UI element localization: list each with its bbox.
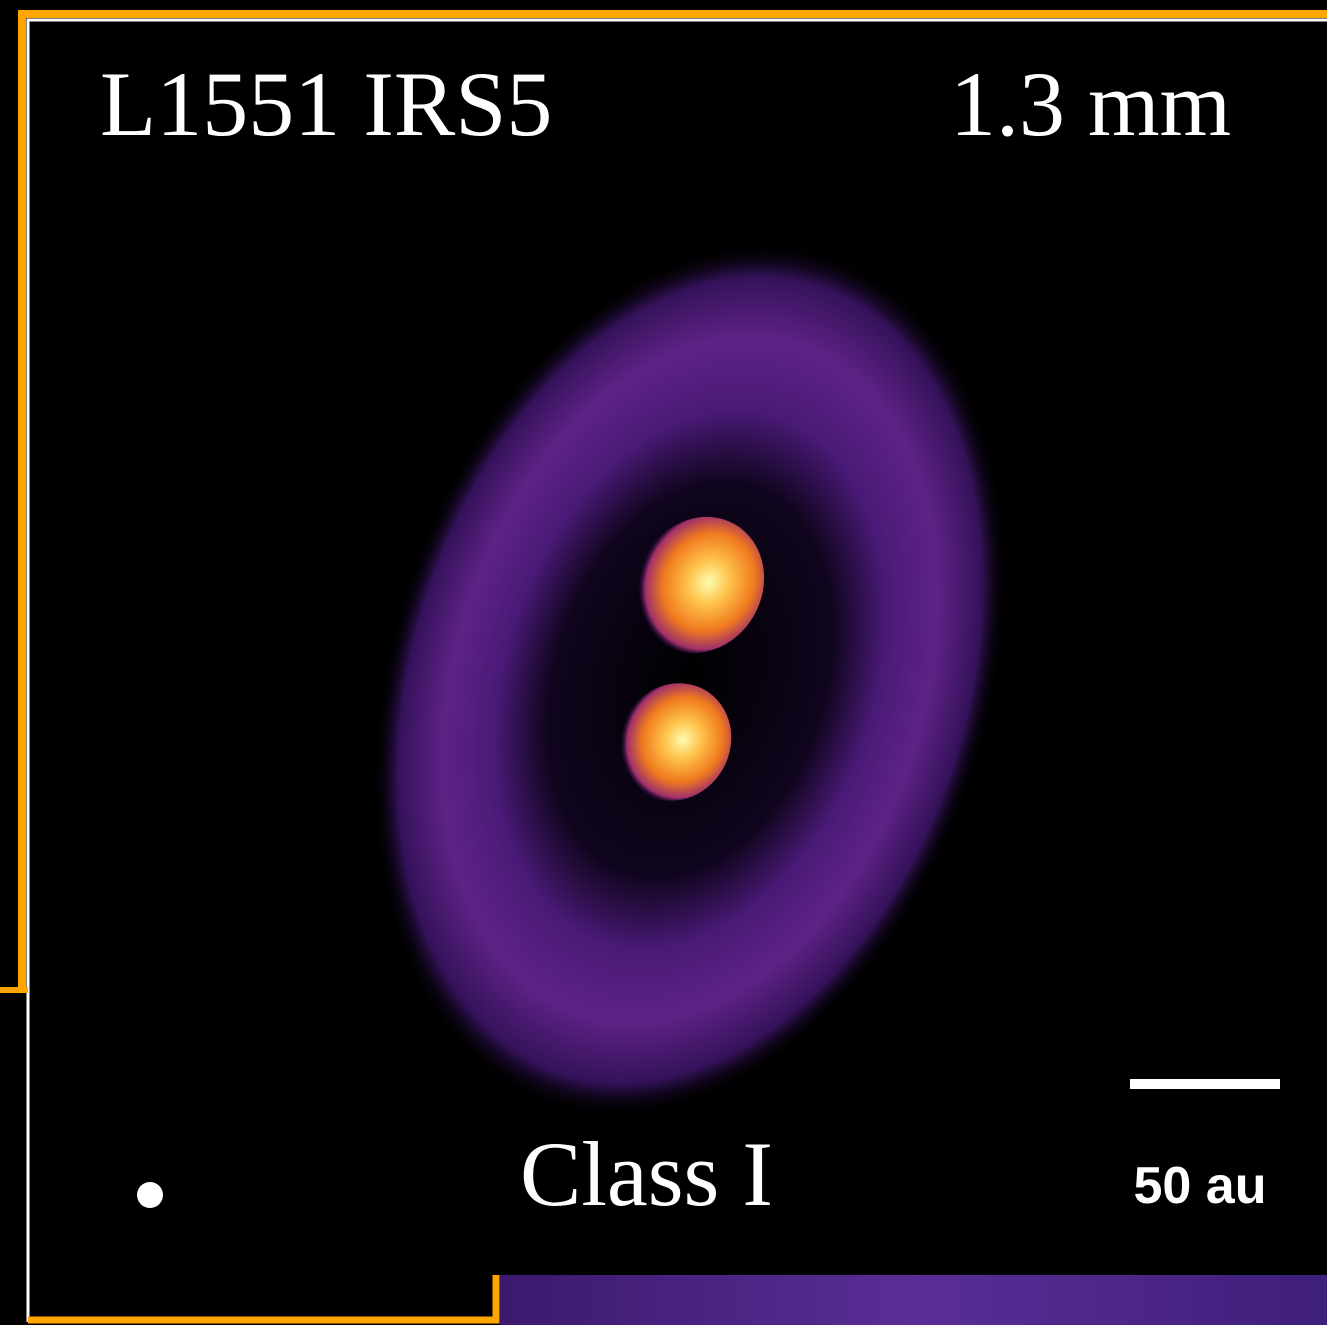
figure: L1551 IRS5 1.3 mm Class I 50 au bbox=[0, 0, 1327, 1325]
scale-label: 50 au bbox=[1134, 1157, 1267, 1215]
beam bbox=[137, 1182, 163, 1208]
class-label: Class I bbox=[520, 1123, 773, 1225]
source-label: L1551 IRS5 bbox=[100, 53, 552, 155]
image-strip bbox=[500, 1275, 1327, 1325]
wavelength-label: 1.3 mm bbox=[950, 53, 1231, 155]
page: L1551 IRS5 1.3 mm Class I 50 au (() => {… bbox=[0, 0, 1327, 1325]
scale-bar bbox=[1130, 1079, 1280, 1089]
